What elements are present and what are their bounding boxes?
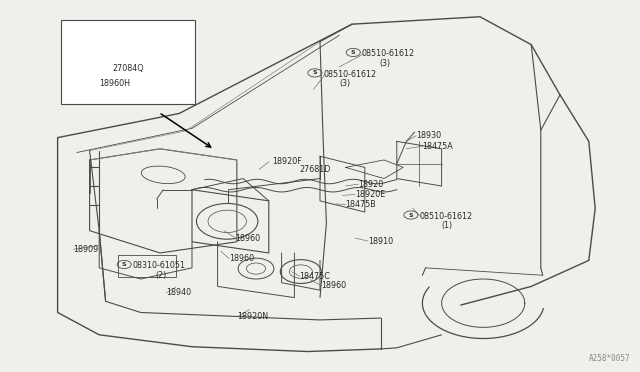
Text: 18930: 18930: [416, 131, 441, 140]
Text: 18960: 18960: [229, 254, 254, 263]
Text: 18920F: 18920F: [272, 157, 301, 166]
Text: 18920N: 18920N: [237, 312, 268, 321]
Text: 18920: 18920: [358, 180, 383, 189]
Text: 27084Q: 27084Q: [112, 64, 143, 73]
Text: 08510-61612: 08510-61612: [362, 49, 415, 58]
Text: (1): (1): [442, 221, 452, 230]
Bar: [61, 20, 195, 104]
Text: 18940: 18940: [166, 288, 191, 297]
Text: 18960: 18960: [236, 234, 260, 243]
Text: 18960: 18960: [321, 281, 346, 290]
Text: 18475A: 18475A: [422, 142, 453, 151]
Text: 18475C: 18475C: [300, 272, 330, 280]
Text: 27681D: 27681D: [300, 165, 331, 174]
Text: S: S: [351, 50, 356, 55]
Text: A258*0057: A258*0057: [589, 354, 630, 363]
Text: 18960H: 18960H: [99, 79, 130, 88]
Text: 08310-61051: 08310-61051: [132, 262, 186, 270]
Text: S: S: [122, 262, 127, 267]
Text: 18920E: 18920E: [355, 190, 385, 199]
Text: (3): (3): [380, 59, 390, 68]
Text: (3): (3): [339, 79, 350, 88]
Bar: [118, 255, 176, 277]
Text: S: S: [408, 212, 413, 218]
Text: 08510-61612: 08510-61612: [323, 70, 376, 79]
Text: S: S: [312, 70, 317, 76]
Text: 18910: 18910: [368, 237, 393, 246]
Text: 18475B: 18475B: [346, 200, 376, 209]
Text: 18909: 18909: [74, 245, 99, 254]
Text: 08510-61612: 08510-61612: [419, 212, 472, 221]
Text: (2): (2): [155, 271, 166, 280]
